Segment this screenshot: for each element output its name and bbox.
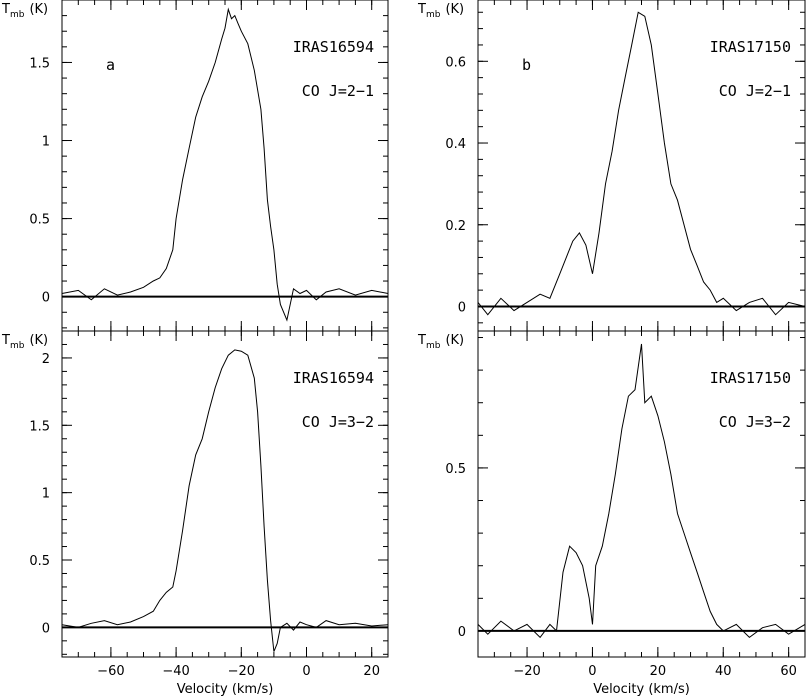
y-tick-label: 1 [42,487,50,502]
y-tick-label: 0.5 [29,213,50,228]
y-tick-label: 0.6 [445,55,466,70]
spectrum-panel: 0 0.5 1 1.5 Tmb (K) IRAS16594 CO J=2−1 a [1,0,389,332]
x-tick-label: −20 [513,664,540,679]
transition-label: CO J=3−2 [302,413,374,431]
y-tick-label: 0.5 [29,554,50,569]
panel-letter-label: b [522,56,531,74]
y-tick-label: 0.2 [445,219,466,234]
y-tick-label: 0 [458,300,466,315]
x-tick-label: 0 [588,664,596,679]
spectrum-line [477,11,806,316]
y-tick-label: 0.4 [445,137,466,152]
x-tick-label: −20 [228,664,255,679]
y-tick-label: 0 [42,621,50,636]
x-tick-label: 20 [650,664,667,679]
x-tick-label: 40 [715,664,732,679]
source-name-label: IRAS17150 [710,38,791,56]
panel-letter-label: a [106,56,115,74]
y-tick-label: 0 [42,291,50,306]
spectrum-panel: 0 0.2 0.4 0.6 Tmb (K) IRAS17150 CO J=2−1 b [417,0,806,332]
x-axis-label: Velocity (km/s) [593,682,690,697]
y-tick-label: 1.5 [29,56,50,71]
y-axis-label: Tmb (K) [1,2,48,20]
transition-label: CO J=2−1 [719,82,791,100]
source-name-label: IRAS16594 [293,38,374,56]
spectrum-line [61,349,389,652]
y-tick-label: 0 [458,625,466,640]
transition-label: CO J=3−2 [719,413,791,431]
transition-label: CO J=2−1 [302,82,374,100]
y-axis-label: Tmb (K) [1,333,48,351]
spectrum-line [61,7,389,322]
y-axis-label: Tmb (K) [417,333,464,351]
x-tick-label: −40 [162,664,189,679]
y-tick-label: 2 [42,352,50,367]
spectrum-line [477,343,806,639]
spectrum-panel: 0 0.5 −20 0 20 40 60 Tmb (K) IRAS17150 CO J=3−2 Vel… [417,330,806,697]
y-tick-label: 1 [42,135,50,150]
x-tick-label: 0 [302,664,310,679]
x-tick-label: 20 [363,664,380,679]
y-axis-label: Tmb (K) [417,2,464,20]
y-tick-label: 0.5 [445,462,466,477]
x-tick-label: −60 [97,664,124,679]
source-name-label: IRAS17150 [710,369,791,387]
source-name-label: IRAS16594 [293,369,374,387]
y-tick-label: 1.5 [29,419,50,434]
x-tick-label: 60 [780,664,797,679]
x-axis-label: Velocity (km/s) [177,682,274,697]
spectrum-panel: 0 0.5 1 1.5 2 −60 −40 −20 0 20 Tmb (K) IRAS16594 CO J… [1,330,389,697]
